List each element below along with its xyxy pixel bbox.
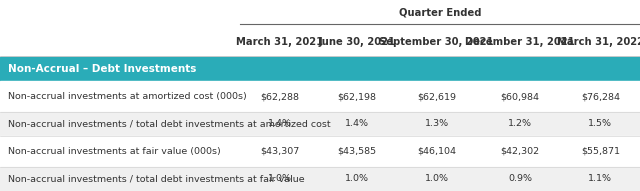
Text: $46,104: $46,104 — [417, 147, 456, 156]
Text: 1.0%: 1.0% — [268, 174, 292, 183]
Bar — [0, 136, 640, 167]
Bar — [0, 28, 640, 57]
Text: $42,302: $42,302 — [500, 147, 540, 156]
Text: June 30, 2021: June 30, 2021 — [318, 37, 396, 47]
Text: Non-accrual investments / total debt investments at amortized cost: Non-accrual investments / total debt inv… — [8, 120, 330, 129]
Text: March 31, 2022: March 31, 2022 — [557, 37, 640, 47]
Text: September 30, 2021: September 30, 2021 — [380, 37, 494, 47]
Text: 1.2%: 1.2% — [508, 120, 532, 129]
Bar — [0, 57, 640, 81]
Text: 1.4%: 1.4% — [268, 120, 292, 129]
Bar — [0, 112, 640, 136]
Text: Non-Accrual – Debt Investments: Non-Accrual – Debt Investments — [8, 64, 196, 74]
Text: $62,288: $62,288 — [260, 92, 299, 101]
Text: 1.0%: 1.0% — [345, 174, 369, 183]
Text: $60,984: $60,984 — [500, 92, 540, 101]
Text: $43,307: $43,307 — [260, 147, 300, 156]
Text: Quarter Ended: Quarter Ended — [399, 7, 481, 17]
Text: December 31, 2021: December 31, 2021 — [465, 37, 575, 47]
Text: 0.9%: 0.9% — [508, 174, 532, 183]
Text: Non-accrual investments / total debt investments at fair value: Non-accrual investments / total debt inv… — [8, 174, 304, 183]
Text: $62,619: $62,619 — [417, 92, 456, 101]
Text: 1.3%: 1.3% — [425, 120, 449, 129]
Text: Non-accrual investments at fair value (000s): Non-accrual investments at fair value (0… — [8, 147, 220, 156]
Bar — [0, 0, 640, 28]
Text: 1.0%: 1.0% — [425, 174, 449, 183]
Text: Non-accrual investments at amortized cost (000s): Non-accrual investments at amortized cos… — [8, 92, 246, 101]
Text: $55,871: $55,871 — [581, 147, 620, 156]
Text: $76,284: $76,284 — [581, 92, 620, 101]
Bar — [0, 167, 640, 191]
Text: 1.4%: 1.4% — [345, 120, 369, 129]
Bar — [0, 81, 640, 112]
Text: $43,585: $43,585 — [337, 147, 376, 156]
Text: March 31, 2021: March 31, 2021 — [236, 37, 323, 47]
Text: 1.1%: 1.1% — [588, 174, 612, 183]
Text: $62,198: $62,198 — [337, 92, 376, 101]
Text: 1.5%: 1.5% — [588, 120, 612, 129]
